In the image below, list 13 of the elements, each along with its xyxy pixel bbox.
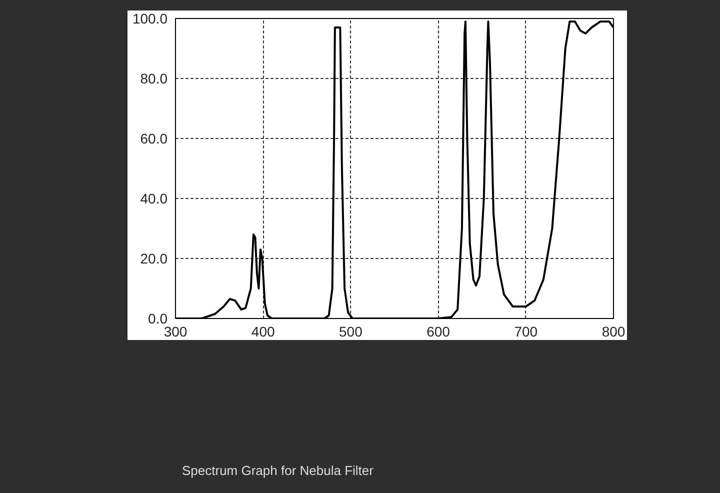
y-tick-label: 0.0 [148,310,168,326]
text: Spectrum Graph for Nebula Filter [182,462,374,480]
x-tick-label: 500 [339,324,363,340]
y-tick-label: 80.0 [140,70,168,86]
x-tick-label: 800 [602,324,626,340]
x-tick-label: 600 [426,324,450,340]
y-tick-label: 20.0 [140,250,168,266]
y-tick-label: 100.0 [132,10,168,26]
y-tick-label: 60.0 [140,130,168,146]
x-tick-label: 700 [514,324,538,340]
x-tick-label: 400 [251,324,275,340]
x-tick-label: 300 [164,324,188,340]
y-tick-label: 40.0 [140,190,168,206]
